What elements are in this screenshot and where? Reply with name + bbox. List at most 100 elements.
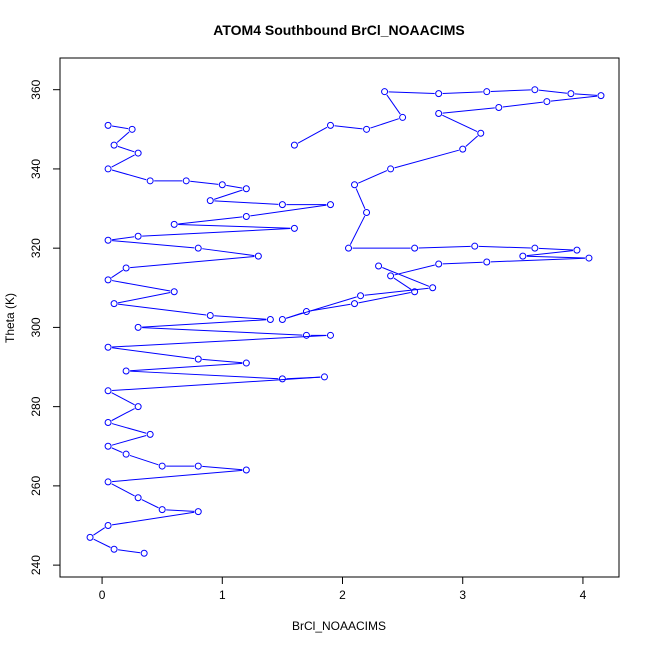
- series-1-point-20: [471, 242, 479, 250]
- series-1-segment: [286, 296, 357, 319]
- series-0-segment: [111, 423, 147, 434]
- series-0-point-5: [146, 177, 154, 185]
- series-1-segment: [394, 149, 459, 169]
- series-1-point-14: [459, 145, 467, 153]
- series-0-point-35: [134, 403, 142, 411]
- series-0-point-27: [326, 331, 334, 339]
- series-1-point-10: [543, 98, 551, 106]
- data-marks: [86, 86, 605, 557]
- series-0-segment: [178, 216, 243, 225]
- series-0-point-34: [104, 387, 112, 395]
- series-0-point-42: [242, 466, 250, 474]
- series-0-point-8: [242, 185, 250, 193]
- series-0-point-41: [194, 462, 202, 470]
- x-tick-label: 0: [99, 588, 106, 602]
- series-0-point-15: [134, 232, 142, 240]
- series-0-point-25: [134, 323, 142, 331]
- series-1-point-13: [477, 129, 485, 137]
- series-0-segment: [111, 169, 147, 181]
- y-tick-label: 320: [29, 238, 43, 258]
- series-0-point-7: [218, 181, 226, 189]
- series-0-point-32: [278, 375, 286, 383]
- series-0-point-18: [254, 252, 262, 260]
- series-1-point-21: [531, 244, 539, 252]
- series-0-segment: [111, 434, 147, 446]
- series-1-point-7: [531, 86, 539, 94]
- series-0-segment: [214, 200, 279, 205]
- x-axis: 0 1 2 3 4: [99, 576, 587, 602]
- series-1-segment: [442, 107, 495, 114]
- series-0-point-3: [134, 149, 142, 157]
- series-0-segment: [214, 315, 267, 320]
- series-0-point-26: [302, 331, 310, 339]
- series-1-point-32: [357, 292, 365, 300]
- series-1-point-1: [326, 121, 334, 129]
- series-0-segment: [111, 280, 171, 292]
- y-tick-label: 340: [29, 159, 43, 179]
- series-0-segment: [130, 370, 279, 380]
- series-0-point-50: [140, 549, 148, 557]
- series-0-segment: [117, 292, 171, 304]
- series-1-segment: [364, 287, 429, 296]
- series-1-segment: [334, 125, 363, 130]
- series-1-point-26: [435, 260, 443, 268]
- series-1-point-17: [363, 209, 371, 217]
- series-0-segment: [190, 180, 219, 185]
- series-1-point-19: [411, 244, 419, 252]
- series-1-segment: [465, 135, 479, 147]
- series-1-segment: [538, 89, 567, 94]
- series-0-segment: [118, 303, 207, 316]
- series-1-point-0: [290, 141, 298, 149]
- series-0-segment: [111, 447, 123, 454]
- series-0-segment: [166, 509, 195, 512]
- series-0-segment: [111, 236, 135, 241]
- series-0-point-23: [206, 312, 214, 320]
- series-1-point-3: [399, 113, 407, 121]
- series-0-segment: [93, 527, 106, 536]
- series-0-segment: [129, 454, 159, 466]
- series-1-point-4: [381, 88, 389, 96]
- series-0-point-48: [86, 533, 94, 541]
- series-0-point-47: [104, 521, 112, 529]
- series-0-point-2: [110, 141, 118, 149]
- series-1-segment: [357, 170, 388, 184]
- series-0-point-6: [182, 177, 190, 185]
- series-1-segment: [442, 261, 483, 265]
- series-1-point-28: [411, 288, 419, 296]
- series-0-segment: [112, 469, 243, 483]
- series-0-point-14: [290, 224, 298, 232]
- series-1-point-22: [573, 246, 581, 254]
- series-1-point-15: [387, 165, 395, 173]
- series-1-segment: [550, 95, 598, 102]
- y-tick-label: 260: [29, 476, 43, 496]
- series-0-point-46: [194, 508, 202, 516]
- series-1-segment: [502, 101, 543, 108]
- series-0-segment: [250, 204, 327, 217]
- series-1-segment: [349, 215, 366, 245]
- plot-frame: [59, 57, 620, 578]
- series-0-segment: [112, 240, 195, 249]
- series-1-segment: [574, 93, 598, 96]
- series-1-point-18: [345, 244, 353, 252]
- series-0-point-43: [104, 478, 112, 486]
- series-1-point-25: [483, 258, 491, 266]
- series-0-point-11: [326, 201, 334, 209]
- x-axis-label: BrCl_NOAACIMS: [292, 619, 386, 633]
- series-0-point-0: [104, 121, 112, 129]
- series-1-segment: [386, 94, 401, 115]
- series-0-segment: [202, 465, 243, 471]
- series-1-segment: [382, 267, 430, 287]
- series-1-point-16: [351, 181, 359, 189]
- x-tick-label: 4: [580, 588, 587, 602]
- series-1-point-33: [429, 284, 437, 292]
- series-0-point-22: [110, 300, 118, 308]
- series-0-point-12: [242, 212, 250, 220]
- series-1-point-9: [597, 92, 605, 100]
- series-0-point-36: [104, 418, 112, 426]
- series-0-segment: [111, 269, 124, 279]
- series-1-segment: [370, 118, 399, 129]
- series-1-point-6: [483, 88, 491, 96]
- y-tick-label: 300: [29, 317, 43, 337]
- series-1-segment: [310, 303, 351, 312]
